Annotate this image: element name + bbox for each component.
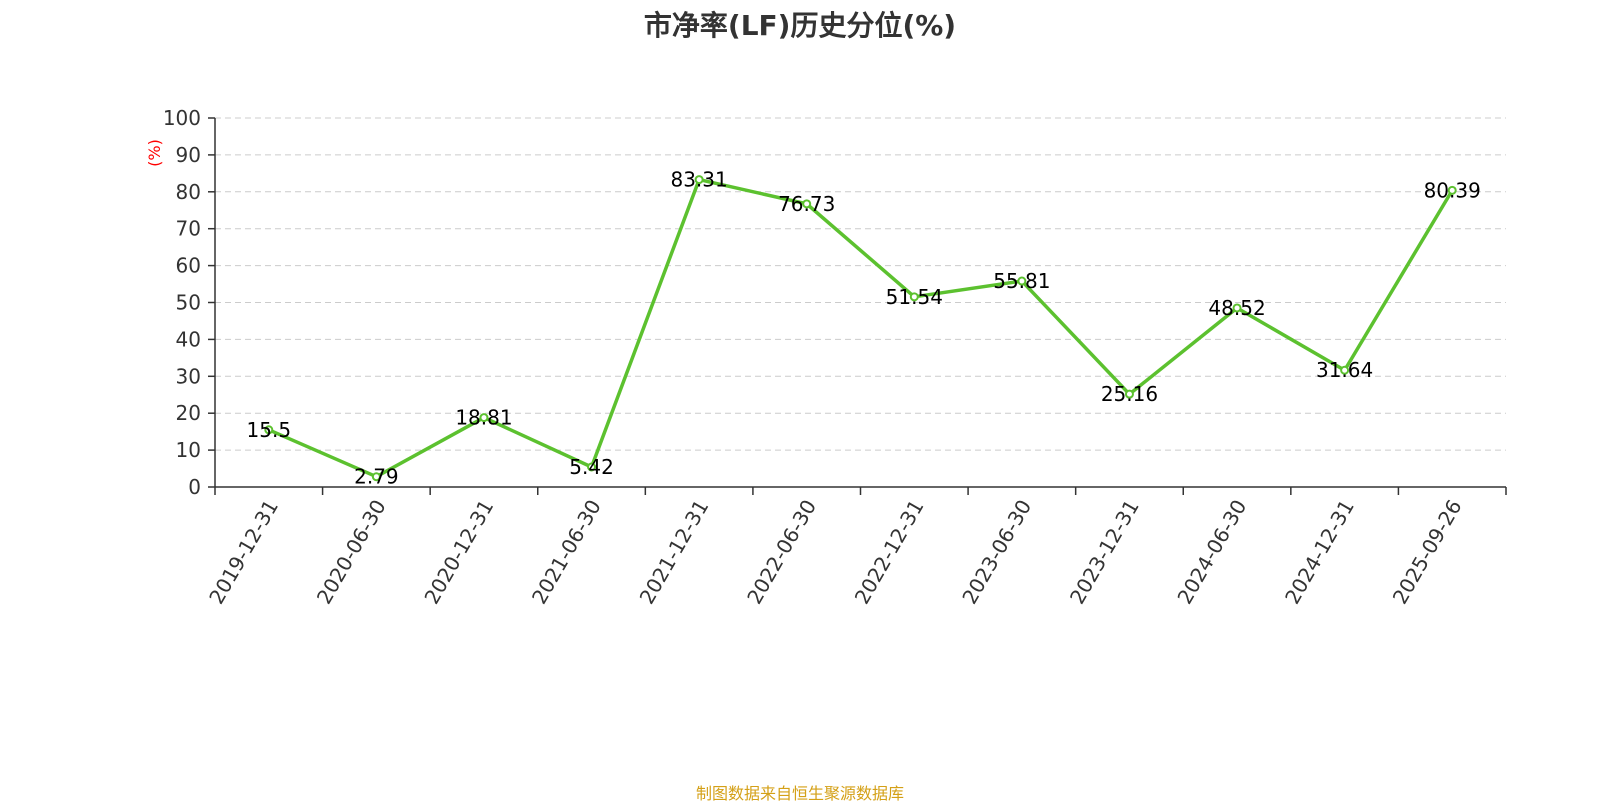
data-labels: 15.5 2.79 18.81 5.42 83.31 76.73 51.54 55.81 25.… xyxy=(247,168,1481,489)
data-label: 76.73 xyxy=(778,192,835,216)
data-label: 48.52 xyxy=(1208,296,1265,320)
series-line xyxy=(264,175,1457,482)
x-tick-label: 2022-06-30 xyxy=(742,496,821,609)
data-label: 83.31 xyxy=(670,168,727,192)
data-point xyxy=(909,292,919,302)
data-label: 31.64 xyxy=(1316,358,1373,382)
data-point xyxy=(371,472,381,482)
data-label: 25.16 xyxy=(1101,382,1158,406)
x-tick-label: 2023-12-31 xyxy=(1065,496,1144,609)
data-label: 51.54 xyxy=(886,285,943,309)
x-tick-label: 2023-06-30 xyxy=(957,496,1036,609)
x-tick-label: 2021-06-30 xyxy=(527,496,606,609)
y-tick-label: 10 xyxy=(176,438,201,462)
source-note: 制图数据来自恒生聚源数据库 xyxy=(695,784,904,803)
x-tick-label: 2019-12-31 xyxy=(204,496,283,609)
chart-title: 市净率(LF)历史分位(%) xyxy=(643,9,957,42)
data-point xyxy=(1447,185,1457,195)
x-tick-label: 2024-06-30 xyxy=(1172,496,1251,609)
y-tick-label: 90 xyxy=(176,143,201,167)
data-label: 55.81 xyxy=(993,269,1050,293)
data-label: 18.81 xyxy=(455,406,512,430)
y-tick-label: 30 xyxy=(176,364,201,388)
x-tick-label: 2020-12-31 xyxy=(419,496,498,609)
data-point xyxy=(1232,303,1242,313)
y-tick-label: 100 xyxy=(163,106,201,130)
x-tick-label: 2020-06-30 xyxy=(312,496,391,609)
data-point xyxy=(1124,389,1134,399)
y-tick-label: 70 xyxy=(176,217,201,241)
data-point xyxy=(802,199,812,209)
data-point xyxy=(1340,365,1350,375)
data-point xyxy=(264,425,274,435)
x-tick-label: 2022-12-31 xyxy=(850,496,929,609)
x-tick-labels: 2019-12-31 2020-06-30 2020-12-31 2021-06-30… xyxy=(204,496,1466,609)
axes xyxy=(208,117,1507,495)
y-tick-label: 80 xyxy=(176,180,201,204)
data-label: 80.39 xyxy=(1424,178,1481,202)
y-tick-label: 60 xyxy=(176,254,201,278)
x-tick-label: 2024-12-31 xyxy=(1280,496,1359,609)
y-unit-label: (%) xyxy=(145,139,164,167)
y-tick-label: 40 xyxy=(176,327,201,351)
data-point xyxy=(694,175,704,185)
grid-lines xyxy=(215,117,1506,451)
data-point xyxy=(479,413,489,423)
data-label: 15.5 xyxy=(247,418,292,442)
x-tick-label: 2025-09-26 xyxy=(1388,496,1467,609)
data-label: 5.42 xyxy=(569,455,614,479)
data-label: 2.79 xyxy=(354,465,399,489)
y-tick-label: 50 xyxy=(176,291,201,315)
series-polyline xyxy=(268,177,1454,479)
y-tick-label: 0 xyxy=(188,475,201,499)
data-point xyxy=(1017,276,1027,286)
y-tick-labels: 0 10 20 30 40 50 60 70 80 90 100 xyxy=(163,106,201,499)
y-tick-label: 20 xyxy=(176,401,201,425)
data-point xyxy=(587,462,597,472)
x-tick-label: 2021-12-31 xyxy=(635,496,714,609)
